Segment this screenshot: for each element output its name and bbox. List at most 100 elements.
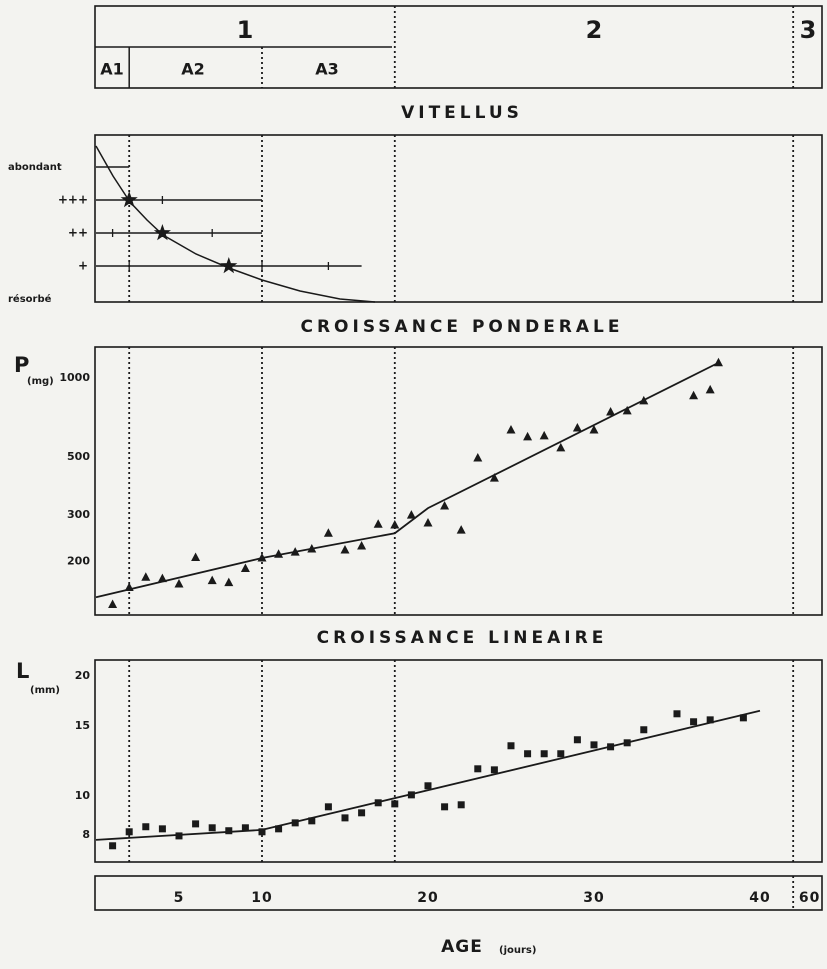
- y-tick-label: 500: [67, 450, 90, 463]
- length-box: [94, 659, 823, 863]
- data-point: [441, 803, 449, 811]
- y-axis-label: L: [16, 659, 29, 683]
- data-point: [440, 501, 450, 510]
- data-point: [572, 422, 582, 432]
- data-point: [540, 750, 548, 758]
- data-point: [141, 572, 151, 581]
- data-point: [391, 800, 399, 808]
- level-label: +++: [58, 193, 88, 207]
- data-point: [174, 579, 184, 588]
- data-point: [456, 525, 466, 534]
- data-point: [622, 405, 632, 415]
- phase-label: 3: [800, 16, 817, 44]
- x-tick-label: 10: [251, 890, 272, 906]
- data-point: [109, 842, 117, 850]
- data-point: [175, 832, 183, 840]
- fit-line: [95, 361, 719, 599]
- data-point: [240, 563, 250, 572]
- y-tick-label: 300: [67, 508, 90, 521]
- fit-line: [95, 709, 761, 841]
- data-point: [739, 714, 747, 722]
- data-point: [275, 825, 283, 833]
- data-point: [606, 406, 616, 416]
- level-label: ++: [68, 226, 88, 240]
- subphase-label: A3: [315, 60, 339, 79]
- x-tick-label: 5: [174, 890, 185, 906]
- data-point: [125, 828, 133, 836]
- resorption-curve: [95, 145, 376, 303]
- data-point: [640, 726, 648, 734]
- panel-title: CROISSANCE PONDERALE: [300, 317, 623, 337]
- phase-label: 1: [237, 16, 254, 44]
- weight-box: [94, 346, 823, 616]
- data-point: [589, 424, 599, 434]
- data-point: [191, 552, 201, 561]
- data-point: [308, 817, 316, 825]
- level-label: +: [78, 259, 88, 273]
- y-tick-label: 8: [82, 828, 90, 841]
- level-label: résorbé: [8, 293, 52, 305]
- data-point: [207, 575, 217, 585]
- star: [220, 257, 238, 274]
- data-point: [523, 431, 533, 441]
- data-point: [705, 384, 715, 394]
- data-point: [158, 825, 166, 833]
- vitellus-box: [94, 134, 823, 303]
- y-tick-label: 20: [75, 669, 91, 682]
- data-point: [157, 573, 167, 583]
- data-point: [142, 823, 150, 831]
- data-point: [241, 824, 249, 832]
- data-point: [590, 741, 598, 749]
- data-point: [473, 453, 483, 462]
- data-point: [358, 809, 366, 817]
- data-point: [258, 828, 266, 836]
- star: [120, 191, 138, 208]
- y-tick-label: 10: [75, 789, 91, 802]
- data-point: [373, 519, 383, 528]
- data-point: [357, 540, 367, 550]
- x-axis-unit: (jours): [499, 945, 536, 956]
- y-tick-label: 200: [67, 554, 90, 567]
- data-point: [689, 390, 699, 400]
- data-point: [506, 424, 516, 434]
- y-axis-unit: (mm): [30, 685, 60, 696]
- data-point: [340, 544, 350, 554]
- x-tick-label: 20: [417, 890, 438, 906]
- data-point: [108, 599, 118, 609]
- data-point: [557, 750, 565, 758]
- x-tick-label: 30: [583, 890, 604, 906]
- data-point: [539, 430, 549, 440]
- data-point: [690, 718, 698, 726]
- x-tick-label: 60: [799, 890, 820, 906]
- panel-title: CROISSANCE LINEAIRE: [317, 628, 608, 648]
- data-point: [225, 827, 233, 835]
- data-point: [556, 442, 566, 452]
- data-point: [489, 473, 499, 482]
- data-point: [490, 766, 498, 774]
- level-label: abondant: [8, 162, 62, 173]
- data-point: [406, 510, 416, 519]
- x-axis-label: AGE: [441, 937, 483, 957]
- phase-label: 2: [586, 16, 603, 44]
- data-point: [673, 710, 681, 718]
- y-axis-unit: (mg): [27, 376, 54, 387]
- data-point: [324, 803, 332, 811]
- data-point: [524, 750, 532, 758]
- x-tick-label: 40: [749, 890, 770, 906]
- data-point: [424, 782, 432, 790]
- data-point: [474, 765, 482, 773]
- panel-title: VITELLUS: [401, 103, 523, 123]
- data-point: [192, 820, 200, 828]
- age-axis-box: [94, 875, 823, 911]
- y-tick-label: 15: [75, 719, 90, 732]
- y-axis-label: P: [14, 353, 29, 377]
- star: [153, 224, 171, 241]
- subphase-label: A2: [181, 60, 205, 79]
- subphase-label: A1: [100, 60, 124, 79]
- data-point: [507, 742, 515, 750]
- data-point: [390, 520, 400, 529]
- data-point: [573, 736, 581, 744]
- data-point: [323, 528, 333, 537]
- data-point: [224, 577, 234, 587]
